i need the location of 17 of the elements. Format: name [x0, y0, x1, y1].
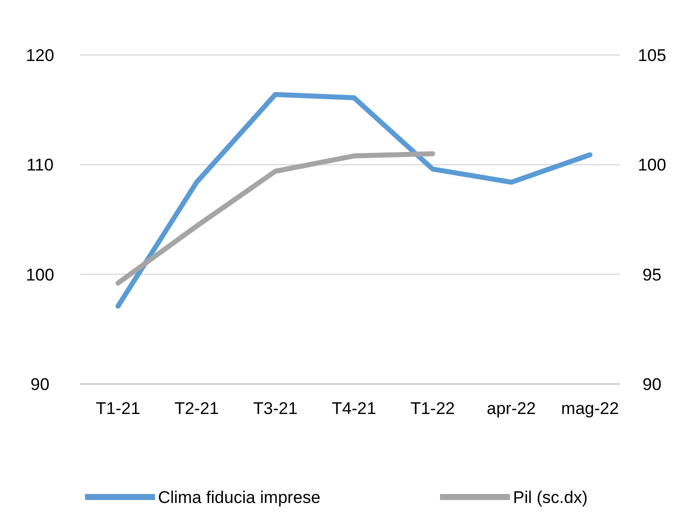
y-tick-label: 90	[30, 374, 50, 394]
x-tick-label: T1-21	[96, 399, 140, 418]
y2-tick-label: 100	[638, 156, 666, 175]
x-tick-label: mag-22	[561, 399, 619, 418]
x-tick-label: apr-22	[486, 399, 536, 418]
x-tick-label: T3-21	[253, 399, 298, 418]
y2-tick-label: 90	[642, 374, 662, 394]
x-tick-label: T4-21	[332, 399, 376, 418]
y-tick-label: 120	[26, 46, 54, 65]
legend-label: Clima fiducia imprese	[158, 488, 320, 507]
y2-tick-label: 105	[638, 46, 666, 65]
y-tick-label: 110	[26, 156, 54, 175]
y2-tick-label: 95	[642, 265, 662, 284]
x-tick-label: T1-22	[410, 399, 455, 418]
y-tick-label: 100	[26, 265, 54, 284]
x-tick-label: T2-21	[174, 399, 219, 418]
legend-label: Pil (sc.dx)	[513, 488, 588, 507]
